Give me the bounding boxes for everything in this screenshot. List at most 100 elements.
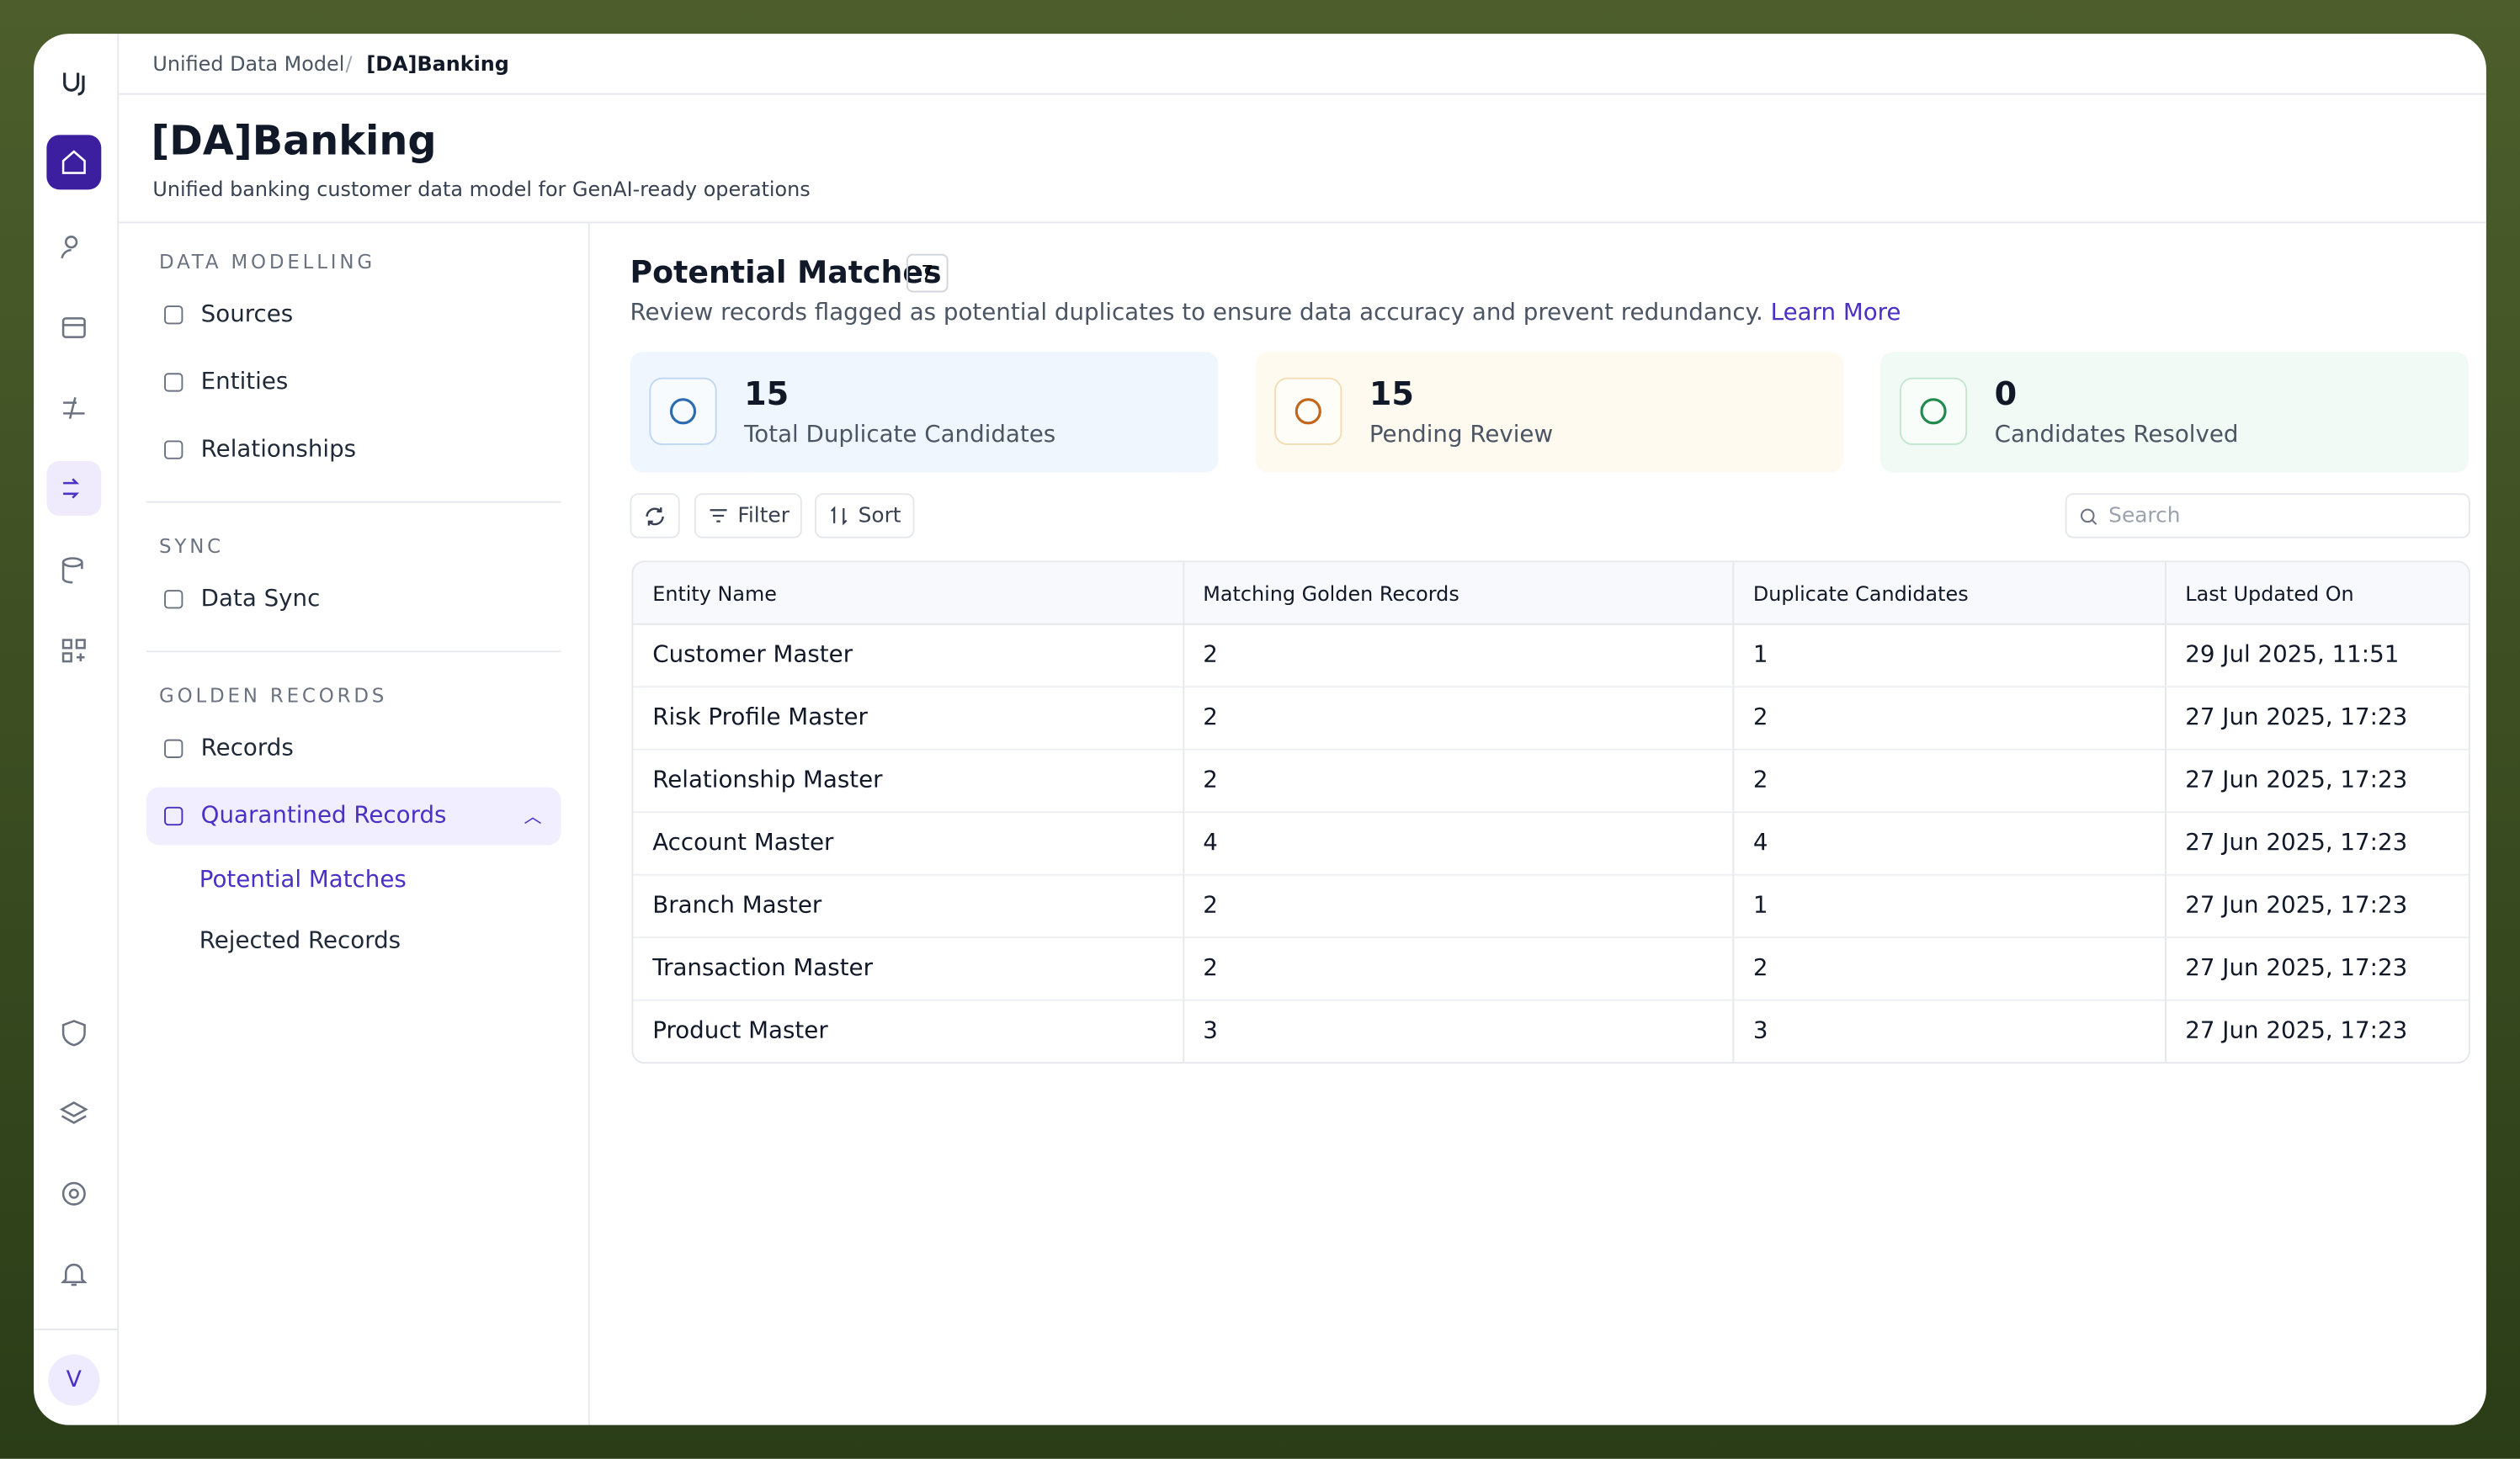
page-subtitle: Unified banking customer data model for … xyxy=(152,177,811,201)
table-cell: 2 xyxy=(1182,624,1732,687)
table-cell: Relationship Master xyxy=(633,748,1183,811)
shield-icon[interactable] xyxy=(46,1005,101,1060)
app-window: V Unified Data Model / [DA]Banking [DA]B… xyxy=(34,34,2486,1425)
layers-icon[interactable] xyxy=(46,1086,101,1141)
count-badge: 7 xyxy=(906,253,949,293)
table-cell: 3 xyxy=(1732,999,2165,1063)
table-row[interactable]: Relationship Master 2 2 27 Jun 2025, 17:23 xyxy=(633,748,2469,812)
avatar[interactable]: V xyxy=(48,1354,100,1406)
apps-icon[interactable] xyxy=(46,623,101,678)
table-row[interactable]: Risk Profile Master 2 2 27 Jun 2025, 17:23 xyxy=(633,686,2469,749)
table-cell: Product Master xyxy=(633,999,1183,1062)
column-header: Matching Golden Records xyxy=(1182,562,1733,625)
merge-icon[interactable] xyxy=(46,461,102,516)
table-cell: 2 xyxy=(1182,686,1733,749)
stat-card: 0 Candidates Resolved xyxy=(1880,352,2469,473)
logo xyxy=(46,56,101,111)
stat-value: 0 xyxy=(1994,374,2018,413)
table-cell: Transaction Master xyxy=(633,936,1183,999)
filter-label: Filter xyxy=(737,503,789,528)
table-cell: Branch Master xyxy=(633,873,1183,936)
table-cell: 27 Jun 2025, 17:23 xyxy=(2164,748,2469,812)
home-icon[interactable] xyxy=(46,135,102,190)
section-title: Potential Matches xyxy=(630,255,942,291)
page-title: [DA]Banking xyxy=(151,117,437,164)
divider xyxy=(146,501,561,503)
table-cell: 27 Jun 2025, 17:23 xyxy=(2164,999,2469,1063)
nav-subitem[interactable]: Potential Matches xyxy=(199,867,407,894)
refresh-button[interactable] xyxy=(630,493,680,539)
column-header: Last Updated On xyxy=(2164,562,2469,625)
table-cell: 2 xyxy=(1732,686,2165,749)
divider xyxy=(117,93,2486,95)
breadcrumb-current: [DA]Banking xyxy=(366,51,509,76)
stat-card: 15 Total Duplicate Candidates xyxy=(630,352,1219,473)
nav-item[interactable]: Entities xyxy=(146,353,561,411)
stat-label: Pending Review xyxy=(1369,422,1554,448)
table-header: Entity Name Matching Golden Records Duplic… xyxy=(633,562,2469,625)
users-icon[interactable] xyxy=(46,220,101,275)
learn-more-link[interactable]: Learn More xyxy=(1770,300,1901,326)
nav-item-label: Sources xyxy=(200,301,294,328)
nav-item-label: Records xyxy=(200,735,294,762)
matches-table: Entity Name Matching Golden Records Duplic… xyxy=(631,560,2470,1064)
divider xyxy=(34,1329,118,1331)
column-header: Entity Name xyxy=(633,562,1183,625)
description-text: Review records flagged as potential dupl… xyxy=(630,300,1763,326)
nav-item[interactable]: Records xyxy=(146,719,561,777)
filter-button[interactable]: Filter xyxy=(694,493,803,539)
data-icon[interactable] xyxy=(46,300,101,355)
table-cell: Risk Profile Master xyxy=(633,686,1183,748)
settings-icon[interactable] xyxy=(46,1166,101,1221)
table-row[interactable]: Customer Master 2 1 29 Jul 2025, 11:51 xyxy=(633,624,2469,687)
stat-value: 15 xyxy=(744,374,789,413)
search-input[interactable]: Search xyxy=(2065,493,2470,539)
table-cell: 27 Jun 2025, 17:23 xyxy=(2164,936,2469,1000)
divider xyxy=(117,221,2486,224)
sort-label: Sort xyxy=(858,503,901,528)
divider xyxy=(587,223,590,1425)
nav-item-label: Relationships xyxy=(200,437,357,463)
stat-label: Total Duplicate Candidates xyxy=(744,422,1056,448)
nav-item-label: Data Sync xyxy=(200,586,321,613)
chevron: ︿ xyxy=(524,806,542,828)
stat-label: Candidates Resolved xyxy=(1994,422,2239,448)
nav-section-title: SYNC xyxy=(159,534,225,558)
breadcrumb-separator: / xyxy=(345,51,353,76)
nav-section-title: DATA MODELLING xyxy=(159,250,375,273)
db-icon[interactable] xyxy=(46,543,101,597)
table-body: Customer Master 2 1 29 Jul 2025, 11:51 Risk … xyxy=(633,624,2469,1063)
search-placeholder: Search xyxy=(2108,503,2181,528)
table-row[interactable]: Transaction Master 2 2 27 Jun 2025, 17:23 xyxy=(633,936,2469,1000)
table-cell: 2 xyxy=(1732,748,2165,812)
nav-section-title: GOLDEN RECORDS xyxy=(159,684,388,708)
table-cell: 2 xyxy=(1182,936,1733,1000)
sort-button[interactable]: Sort xyxy=(815,493,914,539)
nav-item[interactable]: Relationships xyxy=(146,421,561,479)
stat-icon xyxy=(1899,377,1968,445)
table-row[interactable]: Product Master 3 3 27 Jun 2025, 17:23 xyxy=(633,999,2469,1063)
table-cell: 29 Jul 2025, 11:51 xyxy=(2164,624,2468,687)
table-cell: 3 xyxy=(1182,999,1733,1063)
table-cell: 27 Jun 2025, 17:23 xyxy=(2164,811,2469,874)
nav-item-label: Quarantined Records xyxy=(200,803,447,830)
table-cell: 4 xyxy=(1732,811,2165,874)
flow-icon[interactable] xyxy=(46,381,101,436)
breadcrumb-parent[interactable]: Unified Data Model xyxy=(152,51,345,76)
table-cell: Customer Master xyxy=(652,642,853,669)
nav-item[interactable]: Data Sync xyxy=(146,570,561,629)
nav-item[interactable]: Quarantined Records ︿ xyxy=(146,787,561,846)
table-cell: 27 Jun 2025, 17:23 xyxy=(2164,686,2469,749)
table-row[interactable]: Branch Master 2 1 27 Jun 2025, 17:23 xyxy=(633,873,2469,937)
column-header: Duplicate Candidates xyxy=(1732,562,2165,625)
table-cell: 1 xyxy=(1732,873,2165,937)
nav-item-label: Entities xyxy=(200,369,289,395)
stat-card: 15 Pending Review xyxy=(1255,352,1844,473)
table-cell: 2 xyxy=(1182,873,1733,937)
nav-subitem[interactable]: Rejected Records xyxy=(199,928,401,955)
nav-item[interactable]: Sources xyxy=(146,286,561,344)
description: Review records flagged as potential dupl… xyxy=(630,300,1901,326)
bell-icon[interactable] xyxy=(46,1247,101,1302)
table-row[interactable]: Account Master 4 4 27 Jun 2025, 17:23 xyxy=(633,811,2469,874)
